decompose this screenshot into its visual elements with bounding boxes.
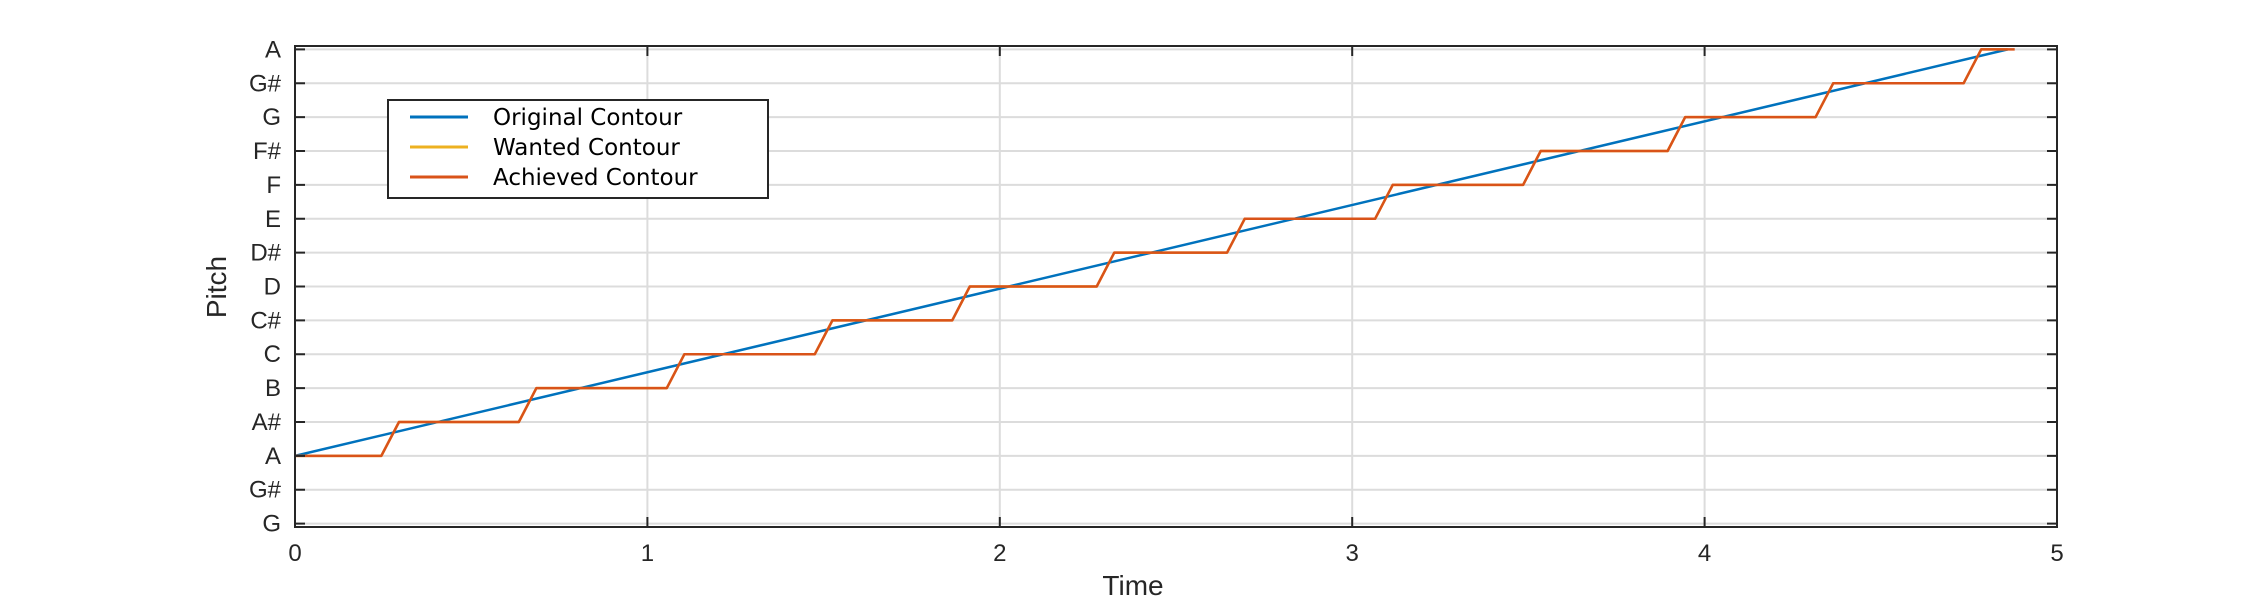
- y-tick-label: A: [265, 36, 281, 63]
- y-tick-label: F: [266, 172, 281, 199]
- x-tick-label: 0: [288, 540, 301, 567]
- y-tick-label: G#: [249, 70, 282, 97]
- y-tick-label: G: [262, 511, 281, 538]
- legend-label-achieved-contour: Achieved Contour: [493, 165, 698, 191]
- x-tick-label: 5: [2050, 540, 2063, 567]
- y-axis-label: Pitch: [201, 256, 232, 318]
- y-tick-label: B: [265, 375, 281, 402]
- axis-ticks: [294, 46, 2058, 527]
- x-tick-label: 4: [1698, 540, 1711, 567]
- y-tick-label: E: [265, 206, 281, 233]
- y-tick-label: D: [264, 274, 281, 301]
- legend-label-original-contour: Original Contour: [493, 105, 683, 131]
- x-tick-labels: 0 1 2 3 4 5: [288, 540, 2063, 567]
- legend-label-wanted-contour: Wanted Contour: [493, 135, 680, 161]
- y-tick-label: C#: [250, 307, 281, 334]
- y-tick-label: D#: [250, 240, 281, 267]
- y-tick-label: C: [264, 341, 281, 368]
- y-tick-label: G: [262, 104, 281, 131]
- legend-box: [387, 99, 769, 199]
- achieved-contour-line: [295, 48, 2015, 458]
- x-tick-label: 3: [1346, 540, 1359, 567]
- y-tick-label: F#: [253, 138, 282, 165]
- y-tick-labels: G G# A A# BC C# D D# EF F# G G# A: [249, 36, 282, 537]
- x-axis-label: Time: [1102, 570, 1163, 601]
- x-tick-label: 1: [641, 540, 654, 567]
- y-tick-label: G#: [249, 477, 282, 504]
- series-lines: [294, 48, 2015, 458]
- y-tick-label: A#: [252, 409, 282, 436]
- y-tick-label: A: [265, 443, 281, 470]
- x-tick-label: 2: [993, 540, 1006, 567]
- legend: Original Contour Wanted Contour Achieved C…: [387, 99, 769, 199]
